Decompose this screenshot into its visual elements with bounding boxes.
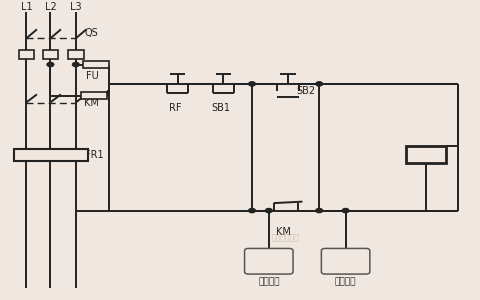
Circle shape [249, 208, 255, 213]
Circle shape [316, 82, 323, 86]
FancyBboxPatch shape [406, 146, 446, 163]
Text: FU: FU [86, 71, 99, 81]
Text: QS: QS [84, 28, 98, 38]
Text: RF: RF [169, 103, 181, 113]
Text: SB1: SB1 [211, 103, 230, 113]
Text: L1: L1 [21, 2, 32, 12]
Circle shape [316, 208, 323, 213]
Text: 浮球开关: 浮球开关 [335, 278, 356, 286]
Circle shape [265, 208, 272, 213]
FancyBboxPatch shape [245, 248, 293, 274]
FancyBboxPatch shape [81, 92, 107, 99]
Text: FR1: FR1 [85, 150, 104, 161]
Text: SB2: SB2 [297, 86, 316, 96]
FancyBboxPatch shape [43, 50, 58, 59]
Text: KM: KM [276, 227, 290, 237]
Text: KM: KM [84, 98, 99, 108]
FancyBboxPatch shape [14, 149, 88, 161]
FancyBboxPatch shape [322, 248, 370, 274]
Text: L3: L3 [70, 2, 82, 12]
Text: 浮球开关: 浮球开关 [258, 278, 279, 286]
Circle shape [47, 62, 54, 67]
FancyBboxPatch shape [19, 50, 34, 59]
Circle shape [72, 62, 79, 67]
Text: 头条电工人家: 头条电工人家 [272, 233, 300, 242]
Circle shape [249, 82, 255, 86]
Circle shape [342, 208, 349, 213]
Text: L2: L2 [45, 2, 56, 12]
FancyBboxPatch shape [68, 50, 84, 59]
FancyBboxPatch shape [83, 61, 109, 68]
Text: KM: KM [415, 148, 437, 161]
